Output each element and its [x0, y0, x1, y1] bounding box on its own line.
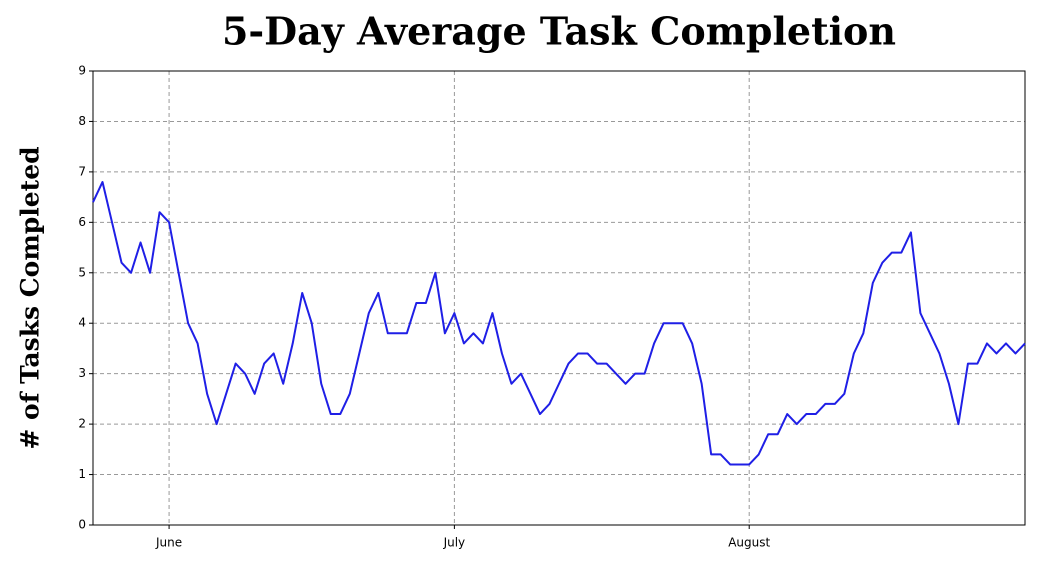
x-tick-label: June [155, 536, 182, 550]
y-axis-label: # of Tasks Completed [16, 146, 45, 449]
data-line [92, 180, 1026, 466]
chart-title: 5-Day Average Task Completion [222, 9, 896, 54]
y-tick-label: 6 [78, 215, 86, 229]
x-tick-label: July [443, 536, 466, 550]
y-tick-label: 1 [78, 467, 86, 481]
x-tick-label: August [728, 536, 770, 550]
y-tick-label: 5 [78, 265, 86, 279]
y-tick-label: 3 [78, 366, 86, 380]
plot-frame [92, 70, 1026, 526]
y-tick-label: 4 [78, 316, 86, 330]
y-tick-label: 7 [78, 164, 86, 178]
y-tick-label: 0 [78, 518, 86, 532]
y-tick-label: 8 [78, 114, 86, 128]
y-tick-label: 2 [78, 417, 86, 431]
y-tick-label: 9 [78, 64, 86, 78]
